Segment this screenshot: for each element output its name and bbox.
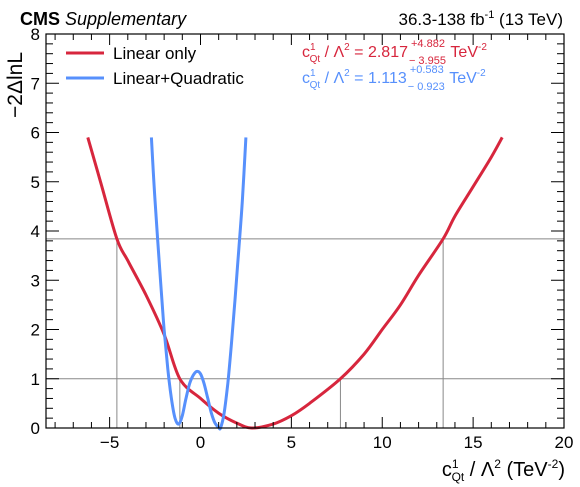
- plot-frame: [45, 33, 565, 429]
- x-tick-label: 0: [196, 433, 205, 452]
- likelihood-curves: [86, 136, 504, 431]
- x-tick-label: 10: [373, 433, 392, 452]
- y-tick-label: 7: [31, 74, 40, 93]
- cms-header: CMS Supplementary: [20, 9, 187, 29]
- luminosity-label: 36.3-138 fb-1 (13 TeV): [399, 9, 563, 29]
- x-tick-label: 5: [287, 433, 296, 452]
- threshold-lines: [46, 238, 564, 428]
- axis-ticks: [46, 33, 565, 429]
- legend: Linear only Linear+Quadratic: [66, 44, 244, 88]
- y-tick-label: 3: [31, 271, 40, 290]
- result-linear: c1 Qt / Λ2 = 2.817 +4.882− 3.955 TeV-2: [302, 38, 487, 67]
- y-tick-label: 6: [31, 124, 40, 143]
- x-tick-label: 20: [555, 433, 574, 452]
- y-tick-label: 5: [31, 173, 40, 192]
- legend-label-quadratic: Linear+Quadratic: [113, 69, 244, 88]
- result-quadratic: c1 Qt / Λ2 = 1.113 +0.583− 0.923 TeV-2: [302, 64, 486, 93]
- legend-label-linear: Linear only: [113, 44, 197, 63]
- y-axis-title: −2ΔlnL: [4, 52, 27, 118]
- series-curve-quadratic: [149, 137, 248, 431]
- y-tick-label: 4: [31, 222, 40, 241]
- series-curve-linear: [86, 136, 504, 430]
- y-tick-label: 8: [31, 25, 40, 44]
- y-tick-label: 1: [31, 370, 40, 389]
- y-tick-label: 2: [31, 321, 40, 340]
- y-tick-label: 0: [31, 419, 40, 438]
- x-axis-title: c1 Qt / Λ2 (TeV-2): [442, 457, 565, 484]
- axis-tick-labels: −5 0 5 10 15 20 0 1 2 3 4 5 6 7 8: [31, 25, 574, 452]
- x-tick-label: 15: [464, 433, 483, 452]
- x-tick-label: −5: [100, 433, 119, 452]
